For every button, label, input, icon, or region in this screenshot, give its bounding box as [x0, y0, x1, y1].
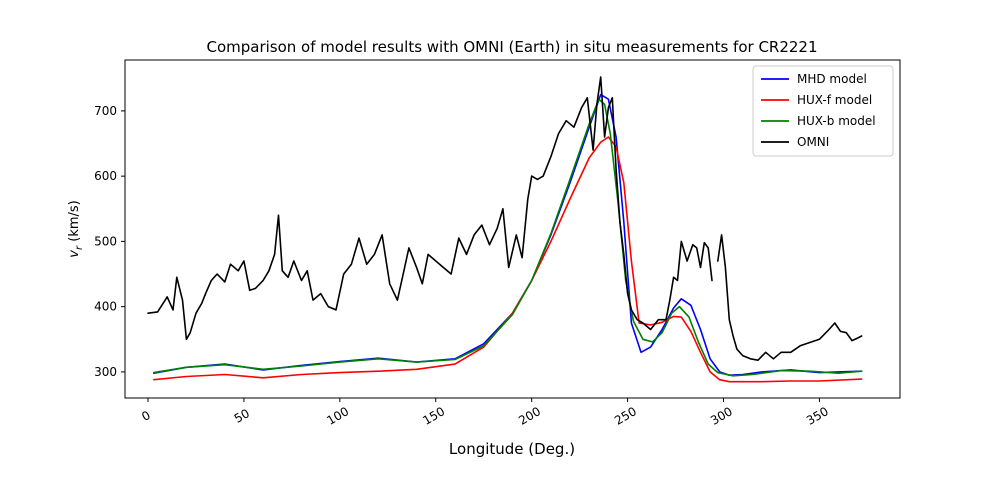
y-axis: 300 400 500 600 700	[94, 104, 125, 379]
legend: MHD model HUX-f model HUX-b model OMNI	[752, 65, 894, 157]
series-hux-f-model	[153, 136, 863, 383]
legend-label-hux-b-model: HUX-b model	[797, 114, 876, 128]
x-tick-label: 50	[232, 406, 252, 426]
series-layer	[147, 76, 863, 383]
series-hux-b-model	[153, 98, 863, 377]
legend-label-mhd-model: MHD model	[797, 72, 867, 86]
y-axis-label-sub: r	[74, 245, 85, 250]
y-axis-label-rest: (km/s)	[67, 200, 82, 246]
series-line-omni	[147, 76, 713, 341]
chart-title: Comparison of model results with OMNI (E…	[206, 38, 817, 56]
legend-label-omni: OMNI	[797, 135, 829, 149]
y-tick-label: 600	[94, 169, 117, 183]
plot-area	[124, 59, 901, 399]
series-line-omni	[716, 234, 863, 362]
y-axis-label-main: v	[67, 250, 82, 258]
y-axis-label: vr (km/s)	[67, 200, 85, 257]
x-axis: 0 50 100 150 200 250 300 350	[139, 398, 831, 428]
x-tick-label: 100	[324, 404, 351, 428]
series-omni	[147, 76, 863, 362]
x-tick-label: 150	[420, 404, 447, 428]
series-line-hux-f-model	[153, 136, 863, 383]
x-axis-label: Longitude (Deg.)	[449, 440, 575, 458]
y-tick-label: 400	[94, 300, 117, 314]
x-tick-label: 250	[612, 404, 639, 428]
x-tick-label: 300	[708, 404, 735, 428]
legend-box	[752, 65, 894, 157]
x-tick-label: 350	[804, 404, 831, 428]
plot-frame	[124, 59, 901, 399]
y-tick-label: 700	[94, 104, 117, 118]
x-tick-label: 200	[516, 404, 543, 428]
legend-label-hux-f-model: HUX-f model	[797, 93, 872, 107]
y-tick-label: 500	[94, 234, 117, 248]
x-tick-label: 0	[139, 408, 153, 424]
series-line-hux-b-model	[153, 98, 863, 377]
y-tick-label: 300	[94, 365, 117, 379]
